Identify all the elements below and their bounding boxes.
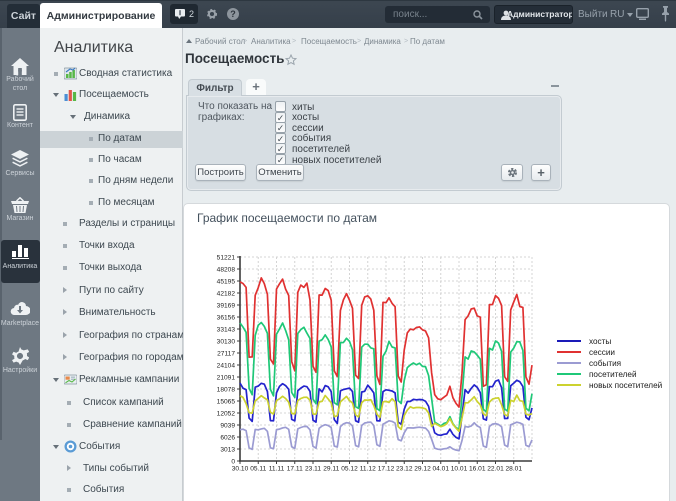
svg-text:51221: 51221 [217,255,236,262]
svg-text:3013: 3013 [220,447,235,454]
svg-text:12052: 12052 [217,411,236,418]
svg-text:36156: 36156 [217,315,236,322]
svg-text:11.12: 11.12 [360,466,376,473]
svg-text:сессии: сессии [589,348,615,357]
svg-text:39169: 39169 [217,303,236,310]
svg-text:45195: 45195 [217,279,236,286]
svg-text:23.12: 23.12 [396,466,413,473]
svg-text:29.12: 29.12 [414,466,431,473]
svg-text:30.10: 30.10 [232,466,249,473]
svg-text:15065: 15065 [217,399,236,406]
svg-text:27117: 27117 [217,351,235,358]
svg-text:16.01: 16.01 [469,466,486,473]
svg-text:11.11: 11.11 [269,466,285,473]
svg-text:9039: 9039 [220,423,235,430]
svg-text:33143: 33143 [217,327,236,334]
svg-text:хосты: хосты [589,337,611,346]
svg-text:новых посетителей: новых посетителей [589,381,662,390]
svg-text:18078: 18078 [217,387,236,394]
svg-text:22.01: 22.01 [487,466,504,473]
svg-text:05.11: 05.11 [250,466,266,473]
svg-text:30130: 30130 [217,339,236,346]
svg-text:6026: 6026 [220,435,235,442]
svg-text:24104: 24104 [217,363,236,370]
svg-text:48208: 48208 [217,267,236,274]
svg-text:0: 0 [231,459,235,466]
svg-text:10.01: 10.01 [451,466,468,473]
svg-text:?: ? [230,9,236,19]
svg-text:посетителей: посетителей [589,370,637,379]
svg-text:23.11: 23.11 [305,466,321,473]
svg-text:29.11: 29.11 [323,466,339,473]
svg-text:28.01: 28.01 [505,466,522,473]
svg-text:04.01: 04.01 [432,466,449,473]
svg-text:21091: 21091 [217,375,236,382]
svg-text:17.12: 17.12 [378,466,395,473]
svg-text:события: события [589,359,621,368]
svg-text:05.12: 05.12 [341,466,358,473]
svg-text:42182: 42182 [217,291,236,298]
svg-text:17.11: 17.11 [287,466,303,473]
